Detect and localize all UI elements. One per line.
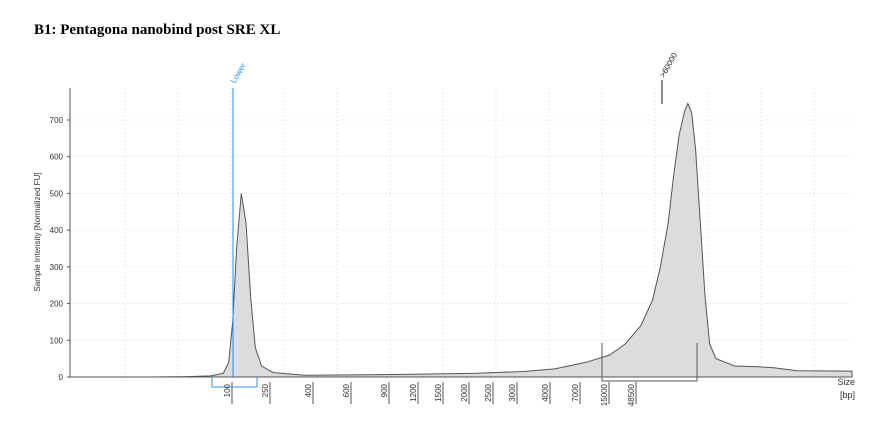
x-tick-label: 250 (261, 383, 270, 397)
x-tick-label: 1500 (434, 383, 443, 401)
x-tick-label: 4000 (541, 383, 550, 401)
y-tick-label: 200 (50, 300, 64, 309)
axes-layer (69, 88, 852, 378)
x-axis-unit: [bp] (840, 390, 855, 400)
y-axis-label: Sample Intensity [Normalized FU] (33, 172, 42, 291)
marker-layer: Lower >60000 (211, 51, 698, 388)
lower-marker-label: Lower (229, 61, 248, 85)
x-tick-label: 2000 (460, 383, 469, 401)
y-tick-label: 500 (50, 189, 64, 198)
x-tick-label: 48500 (627, 383, 636, 406)
x-tick-label: 600 (342, 383, 351, 397)
lower-marker-bracket (211, 377, 258, 388)
y-tick-label: 700 (50, 116, 64, 125)
x-tick-label: 7000 (571, 383, 580, 401)
chart-title: B1: Pentagona nanobind post SRE XL (34, 22, 281, 38)
x-tick-label: 900 (380, 383, 389, 397)
y-tick-label: 0 (59, 373, 64, 382)
grid-layer (70, 88, 852, 377)
trace-layer (70, 102, 853, 378)
trace-area (70, 102, 853, 378)
y-tick-label: 400 (50, 226, 64, 235)
x-tick-label: 3000 (508, 383, 517, 401)
x-axis-label: Size (837, 377, 855, 387)
upper-marker-label: >60000 (658, 51, 680, 79)
x-tick-label: 15000 (600, 383, 609, 406)
y-tick-layer: 0 100 200 300 400 500 600 700 (50, 116, 70, 382)
upper-region-bracket (601, 343, 698, 382)
x-tick-label: 1200 (409, 383, 418, 401)
y-tick-label: 600 (50, 153, 64, 162)
x-tick-label: 400 (304, 383, 313, 397)
y-tick-label: 300 (50, 263, 64, 272)
x-tick-label: 100 (223, 383, 232, 397)
x-tick-layer: 100 250 400 600 900 1200 1500 2000 2500 3000 4000 7… (223, 382, 637, 406)
x-tick-label: 2500 (484, 383, 493, 401)
y-tick-label: 100 (50, 336, 64, 345)
